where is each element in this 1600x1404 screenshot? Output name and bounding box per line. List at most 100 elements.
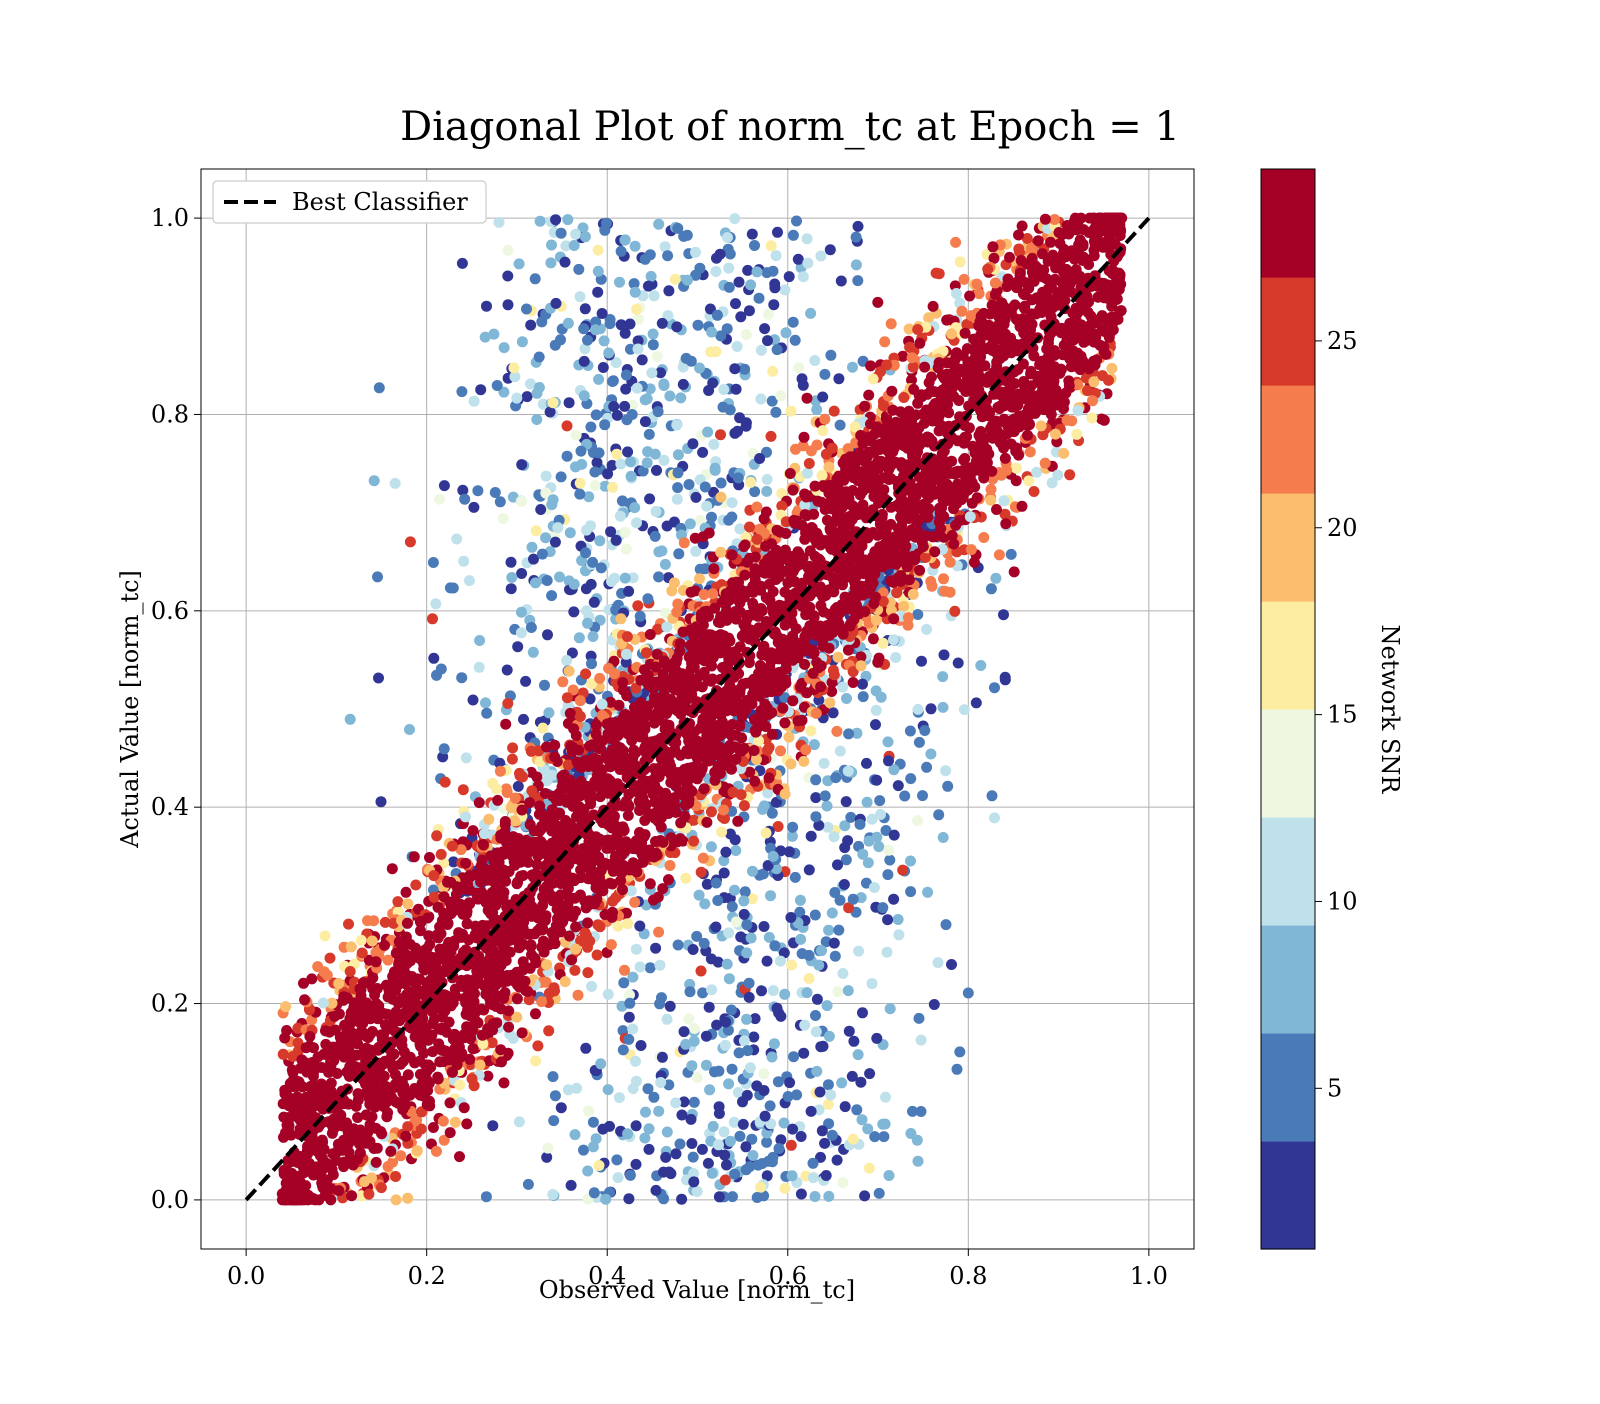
scatter-point <box>427 613 438 624</box>
scatter-point <box>740 1141 751 1152</box>
scatter-point <box>552 522 563 533</box>
scatter-point <box>713 1139 724 1150</box>
scatter-point <box>564 397 575 408</box>
scatter-point <box>716 492 727 503</box>
scatter-point <box>639 1133 650 1144</box>
scatter-point <box>542 1143 553 1154</box>
scatter-point <box>833 925 844 936</box>
scatter-point <box>503 1022 514 1033</box>
scatter-point <box>654 998 665 1009</box>
scatter-point <box>677 836 688 847</box>
scatter-point <box>872 657 883 668</box>
scatter-point <box>939 649 950 660</box>
scatter-point <box>862 797 873 808</box>
scatter-point <box>729 213 740 224</box>
scatter-point <box>1071 429 1082 440</box>
scatter-point <box>620 328 631 339</box>
scatter-point <box>1017 501 1028 512</box>
scatter-point <box>744 992 755 1003</box>
scatter-point <box>541 959 552 970</box>
scatter-point <box>817 470 828 481</box>
scatter-point <box>793 715 804 726</box>
scatter-point <box>495 1044 506 1055</box>
scatter-point <box>611 449 622 460</box>
scatter-point <box>711 878 722 889</box>
scatter-point <box>878 638 889 649</box>
scatter-point <box>985 495 996 506</box>
scatter-point <box>893 929 904 940</box>
scatter-point <box>756 345 767 356</box>
scatter-point <box>537 723 548 734</box>
scatter-point <box>786 1140 797 1151</box>
scatter-point <box>428 1122 439 1133</box>
scatter-point <box>865 360 876 371</box>
scatter-point <box>554 572 565 583</box>
scatter-point <box>800 744 811 755</box>
scatter-point <box>725 1136 736 1147</box>
scatter-point <box>925 749 936 760</box>
scatter-point <box>593 374 604 385</box>
scatter-point <box>802 233 813 244</box>
scatter-point <box>281 1025 292 1036</box>
scatter-point <box>830 772 841 783</box>
scatter-point <box>799 1020 810 1031</box>
scatter-point <box>665 1001 676 1012</box>
scatter-point <box>431 1146 442 1157</box>
scatter-point <box>357 948 368 959</box>
scatter-point <box>1029 486 1040 497</box>
scatter-point <box>697 447 708 458</box>
scatter-point <box>474 635 485 646</box>
scatter-point <box>738 1119 749 1130</box>
scatter-point <box>602 468 613 479</box>
scatter-point <box>808 1172 819 1183</box>
scatter-point <box>655 960 666 971</box>
scatter-point <box>972 492 983 503</box>
scatter-point <box>723 515 734 526</box>
scatter-point <box>852 275 863 286</box>
scatter-point <box>531 525 542 536</box>
scatter-point <box>532 388 543 399</box>
scatter-point <box>899 791 910 802</box>
scatter-point <box>905 1128 916 1139</box>
scatter-point <box>699 938 710 949</box>
scatter-point <box>897 865 908 876</box>
scatter-point <box>618 685 629 696</box>
scatter-point <box>676 1194 687 1205</box>
scatter-point <box>550 214 561 225</box>
scatter-point <box>952 1064 963 1075</box>
scatter-point <box>817 425 828 436</box>
scatter-point <box>817 392 828 403</box>
scatter-point <box>768 266 779 277</box>
scatter-point <box>332 1068 343 1079</box>
scatter-point <box>575 291 586 302</box>
scatter-point <box>986 583 997 594</box>
scatter-point <box>765 890 776 901</box>
scatter-point <box>576 459 587 470</box>
scatter-point <box>429 892 440 903</box>
scatter-point <box>1001 465 1012 476</box>
scatter-point <box>1040 214 1051 225</box>
scatter-point <box>454 1080 465 1091</box>
scatter-point <box>392 896 403 907</box>
scatter-point <box>589 597 600 608</box>
scatter-point <box>653 1106 664 1117</box>
scatter-point <box>774 1143 785 1154</box>
scatter-point <box>832 1155 843 1166</box>
scatter-point <box>642 593 653 604</box>
scatter-point <box>916 1106 927 1117</box>
scatter-point <box>1033 235 1044 246</box>
scatter-point <box>662 1127 673 1138</box>
scatter-point <box>1072 405 1083 416</box>
scatter-point <box>582 335 593 346</box>
scatter-point <box>784 271 795 282</box>
scatter-point <box>550 1090 561 1101</box>
scatter-point <box>671 1148 682 1159</box>
scatter-point <box>811 1026 822 1037</box>
scatter-point <box>369 475 380 486</box>
scatter-point <box>739 1035 750 1046</box>
scatter-point <box>928 301 939 312</box>
scatter-point <box>568 606 579 617</box>
scatter-point <box>905 856 916 867</box>
scatter-point <box>632 600 643 611</box>
